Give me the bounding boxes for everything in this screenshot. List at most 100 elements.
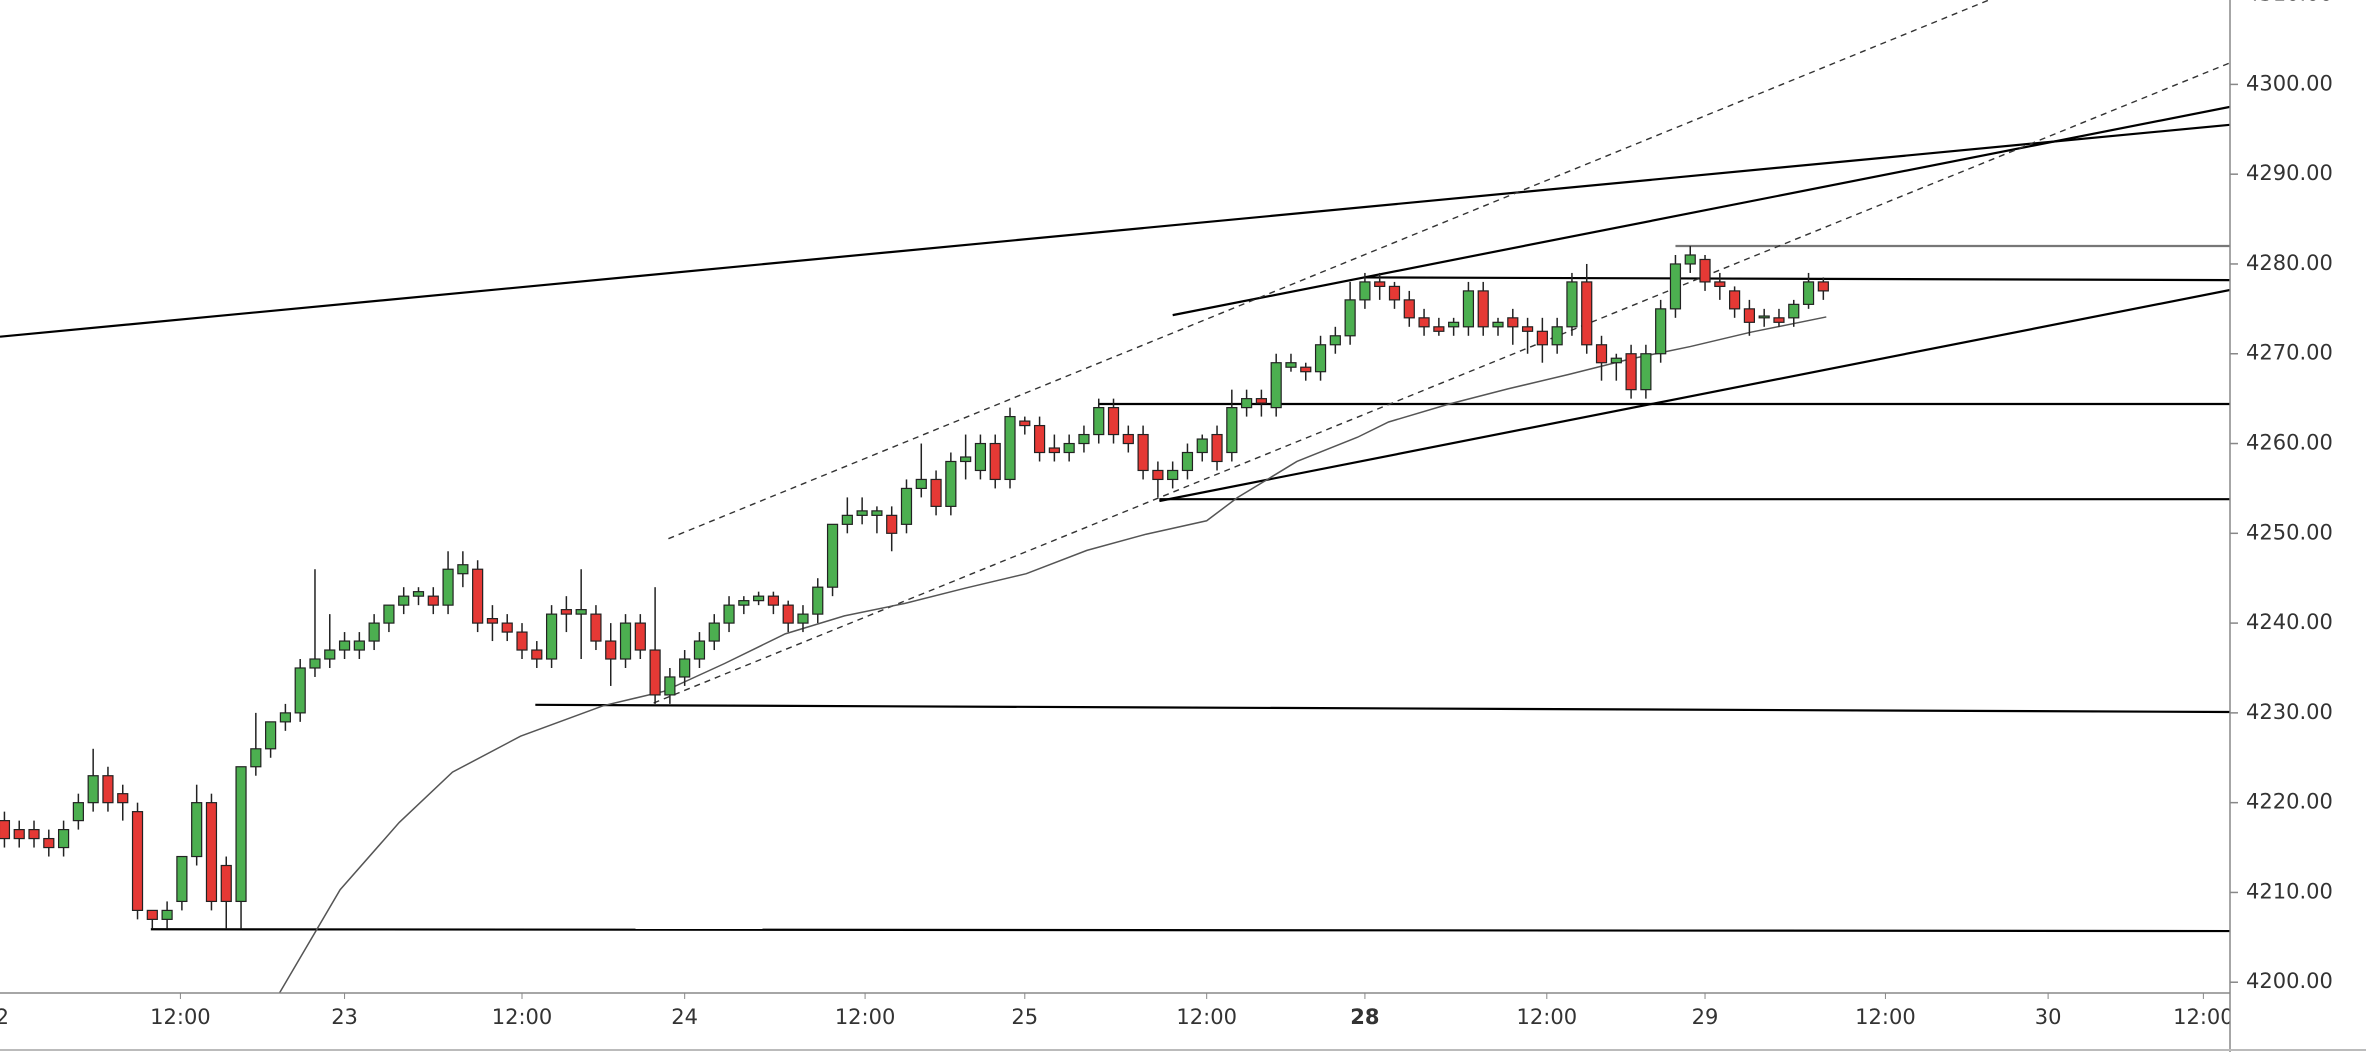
candle-body [590, 613, 602, 642]
candle-body [634, 622, 646, 651]
candle-body [1536, 330, 1548, 346]
candle-body [575, 609, 587, 615]
candle-body [191, 802, 203, 858]
candle-body [560, 609, 572, 615]
candle-body [1492, 321, 1504, 328]
candle-body [1093, 407, 1105, 436]
moving-average [278, 316, 1827, 993]
candle-body [1802, 281, 1815, 305]
candle-body [619, 622, 632, 660]
candle-body [1521, 326, 1534, 332]
candle-body [1285, 362, 1297, 368]
candle-body [1625, 353, 1637, 391]
candle-body [886, 514, 898, 534]
candle-body [28, 828, 40, 840]
x-tick-label: 12:00 [835, 1005, 896, 1029]
candle-body [1477, 290, 1489, 328]
candle-body [442, 568, 454, 606]
candle-body [0, 820, 11, 840]
y-tick-label: 4300.00 [2246, 71, 2333, 95]
candle-body [131, 811, 144, 911]
candle-body [383, 604, 395, 624]
candle-body [1019, 420, 1031, 427]
candle-body [1817, 281, 1829, 292]
candle-body [235, 766, 247, 903]
candle-body [605, 640, 617, 660]
candle-body [812, 586, 824, 615]
y-tick-label: 4240.00 [2246, 610, 2333, 634]
candle-body [1152, 469, 1164, 481]
candle-body [531, 649, 543, 660]
candle-body [708, 622, 720, 642]
trend-line [653, 62, 2230, 704]
candle-body [1241, 398, 1253, 409]
y-tick-label: 4290.00 [2246, 161, 2333, 185]
x-tick-label: 25 [1011, 1005, 1038, 1029]
y-tick-label: 4210.00 [2246, 879, 2333, 903]
candle-body [13, 828, 25, 840]
candle-body [1551, 326, 1563, 346]
candle-body [1359, 281, 1371, 301]
candle-body [412, 591, 425, 597]
candle-body [871, 510, 883, 516]
candle-body [1255, 398, 1267, 404]
candle-body [457, 564, 469, 575]
trend-line [1364, 276, 2230, 282]
candle-body [1211, 433, 1223, 463]
candle-body [472, 568, 484, 624]
candle-body [1270, 362, 1282, 409]
x-tick-label: 24 [671, 1005, 698, 1029]
candle-body [1773, 317, 1785, 323]
candle-body [1758, 315, 1770, 319]
candle-body [368, 622, 380, 642]
candle-body [220, 864, 232, 903]
candle-body [1137, 433, 1149, 472]
candle-body [1300, 366, 1312, 373]
trend-line [1172, 105, 2230, 317]
candle-body [1107, 407, 1120, 436]
x-tick-label: 12:00 [1517, 1005, 1578, 1029]
trend-line [668, 0, 1990, 540]
candle-body [945, 460, 957, 507]
x-tick-label: 22 [0, 1005, 9, 1029]
candle-body [856, 510, 868, 516]
candle-body [1433, 326, 1445, 332]
candle-body [545, 613, 558, 660]
candle-body [294, 667, 306, 714]
candle-body [1669, 263, 1682, 310]
candle-body [1566, 281, 1578, 328]
x-tick-label: 12:00 [1176, 1005, 1237, 1029]
candle-body [146, 909, 158, 920]
candle-body [900, 487, 913, 525]
candle-body [176, 855, 188, 903]
candle-body [1418, 317, 1430, 328]
candle-body [1714, 281, 1726, 288]
candle-body [1122, 433, 1134, 445]
candle-body [205, 802, 218, 903]
candle-body [1403, 299, 1415, 319]
candle-body [338, 640, 351, 651]
candle-body [826, 523, 839, 588]
candle-body [1388, 285, 1401, 301]
candle-body [1507, 317, 1519, 328]
candle-body [1078, 433, 1090, 445]
candle-body [161, 909, 173, 920]
y-tick-label: 4250.00 [2246, 520, 2333, 544]
candle-body [1196, 438, 1208, 454]
candle-body [516, 631, 528, 651]
candle-body [1581, 281, 1593, 346]
x-tick-label: 12:00 [492, 1005, 553, 1029]
candle-body [1226, 407, 1238, 454]
candle-body [265, 721, 277, 750]
candle-body [250, 748, 262, 768]
candle-body [960, 456, 972, 463]
candle-body [1048, 447, 1060, 454]
candle-body [797, 613, 809, 624]
candle-body [1743, 308, 1755, 323]
y-tick-label: 4270.00 [2246, 341, 2333, 365]
x-tick-label: 23 [331, 1005, 358, 1029]
y-tick-label: 4260.00 [2246, 431, 2333, 455]
candle-body [664, 676, 676, 696]
